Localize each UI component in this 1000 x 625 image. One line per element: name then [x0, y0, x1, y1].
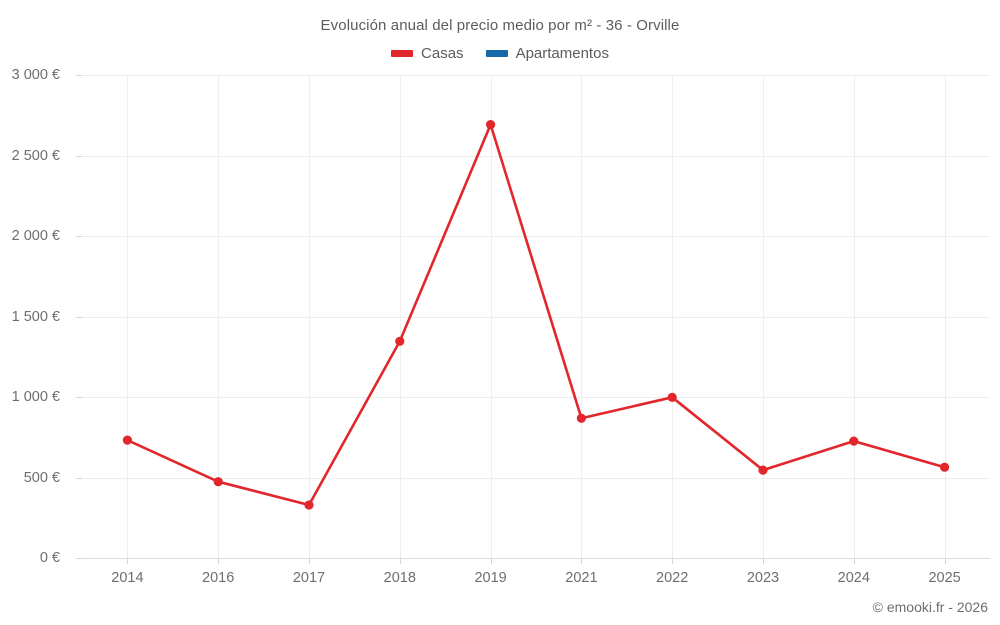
gridline-y: [82, 397, 990, 398]
chart-legend: Casas Apartamentos: [0, 45, 1000, 62]
legend-swatch-apartamentos: [485, 50, 508, 57]
data-point[interactable]: [576, 413, 586, 423]
series-line-casas: [126, 123, 946, 507]
data-point[interactable]: [486, 119, 496, 130]
legend-item-apartamentos[interactable]: Apartamentos: [485, 45, 609, 62]
gridline-x: [218, 75, 220, 558]
y-axis-tick-label: 2 000 €: [11, 228, 60, 244]
gridline-x: [490, 75, 492, 558]
y-axis-tick-mark: [76, 75, 82, 76]
x-axis-tick-label: 2022: [656, 570, 689, 586]
gridline-y: [82, 316, 990, 318]
gridline-x: [672, 75, 674, 558]
data-point[interactable]: [304, 500, 314, 510]
data-point[interactable]: [667, 392, 677, 402]
gridline-y: [82, 558, 990, 559]
x-axis-tick-mark: [218, 558, 220, 564]
gridline-x: [399, 75, 401, 558]
legend-label-casas: Casas: [421, 45, 464, 62]
legend-swatch-casas: [391, 50, 414, 57]
x-axis-tick-label: 2023: [746, 570, 780, 586]
gridline-x: [309, 75, 310, 558]
x-axis-tick-label: 2021: [565, 570, 598, 586]
x-axis-tick-label: 2025: [928, 570, 961, 586]
legend-label-apartamentos: Apartamentos: [515, 45, 609, 62]
x-axis-tick-mark: [581, 558, 583, 564]
x-axis-tick-label: 2024: [837, 570, 870, 586]
data-point[interactable]: [395, 336, 405, 346]
x-axis-tick-mark: [853, 558, 855, 564]
y-axis-tick-label: 1 000 €: [11, 389, 60, 405]
x-axis-tick-mark: [309, 558, 310, 564]
y-axis-tick-label: 500 €: [23, 469, 60, 486]
y-axis-tick-label: 3 000 €: [11, 67, 60, 83]
gridline-y: [82, 155, 990, 157]
chart-credit: © emooki.fr - 2026: [872, 599, 988, 615]
x-axis-tick-label: 2017: [292, 570, 326, 586]
y-axis-tick-label: 0 €: [39, 550, 60, 566]
x-axis-tick-label: 2014: [111, 570, 144, 586]
data-point[interactable]: [758, 465, 768, 475]
x-axis-tick-mark: [127, 558, 129, 564]
gridline-x: [763, 75, 764, 558]
y-axis-tick-mark: [76, 558, 82, 559]
chart-title: Evolución anual del precio medio por m² …: [320, 17, 680, 34]
series-layer: [122, 119, 950, 510]
y-axis-tick-mark: [76, 155, 82, 157]
data-point[interactable]: [940, 462, 950, 472]
data-point[interactable]: [122, 435, 132, 445]
y-axis-tick-label: 2 500 €: [11, 147, 60, 164]
gridline-x: [127, 75, 129, 558]
y-axis-tick-label: 1 500 €: [11, 308, 60, 325]
gridline-x: [944, 75, 946, 558]
gridline-y: [82, 75, 990, 76]
y-axis-tick-mark: [76, 236, 82, 237]
x-axis-tick-label: 2018: [383, 570, 416, 586]
plot-area: 0 € 500 € 1 000 € 1 500 € 2 000 € 2 500 € 3 00…: [12, 67, 990, 586]
legend-item-casas[interactable]: Casas: [391, 45, 464, 62]
gridline-y: [82, 236, 990, 237]
data-point[interactable]: [213, 477, 223, 487]
x-axis-tick-label: 2016: [202, 570, 235, 586]
gridline-x: [581, 75, 583, 558]
gridline-x: [853, 75, 855, 558]
data-point[interactable]: [849, 436, 859, 446]
x-axis-tick-mark: [490, 558, 492, 564]
y-axis-tick-mark: [76, 316, 82, 318]
x-axis-tick-mark: [399, 558, 401, 564]
y-axis-tick-mark: [76, 397, 82, 398]
gridline-y: [82, 477, 990, 479]
x-axis-tick-mark: [944, 558, 946, 564]
x-axis-tick-mark: [763, 558, 764, 564]
x-axis-tick-label: 2019: [474, 570, 507, 586]
x-axis-tick-mark: [672, 558, 674, 564]
y-axis-tick-mark: [76, 477, 82, 479]
